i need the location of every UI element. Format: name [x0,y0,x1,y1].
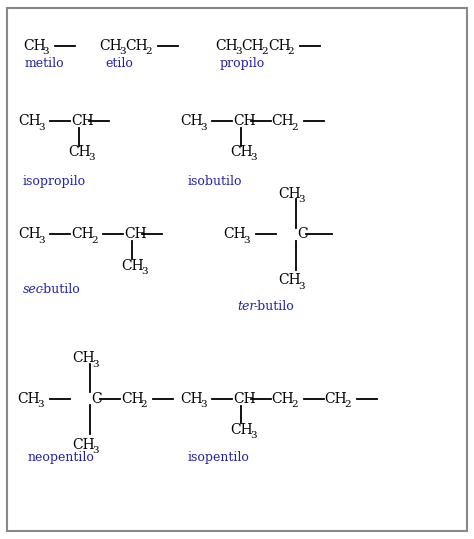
Text: 3: 3 [37,400,44,409]
Text: 2: 2 [262,47,268,56]
Text: CH: CH [230,145,253,159]
Text: CH: CH [121,392,144,406]
Text: etilo: etilo [106,57,134,70]
Text: isopentilo: isopentilo [187,451,249,464]
Text: CH: CH [71,227,94,241]
Text: CH: CH [272,392,294,406]
Text: C: C [91,392,102,406]
Text: CH: CH [18,392,40,406]
Text: CH: CH [126,39,148,53]
Text: 3: 3 [200,123,207,132]
Text: ter: ter [237,300,255,313]
Text: CH: CH [18,114,41,128]
Text: 2: 2 [288,47,294,56]
Text: sec: sec [23,284,44,296]
Text: 2: 2 [292,400,298,409]
Text: neopentilo: neopentilo [27,451,94,464]
Text: 2: 2 [292,123,298,132]
Text: 3: 3 [141,267,148,276]
Text: CH: CH [121,259,144,273]
Text: 3: 3 [38,236,45,245]
Text: 3: 3 [244,236,250,245]
Text: -butilo: -butilo [253,300,294,313]
Text: 3: 3 [92,446,99,455]
Text: isobutilo: isobutilo [187,175,242,188]
Text: 3: 3 [250,154,257,162]
Text: 2: 2 [91,236,98,245]
Text: 3: 3 [250,431,257,440]
Text: CH: CH [216,39,238,53]
Text: CH: CH [71,114,94,128]
Text: 3: 3 [92,360,99,369]
Text: 3: 3 [298,196,305,204]
Text: CH: CH [325,392,347,406]
Text: 3: 3 [236,47,242,56]
Text: -butilo: -butilo [39,284,80,296]
Text: CH: CH [180,114,203,128]
Text: CH: CH [268,39,291,53]
Text: 2: 2 [146,47,152,56]
Text: CH: CH [224,227,246,241]
Text: CH: CH [242,39,264,53]
Text: C: C [298,227,308,241]
Text: CH: CH [233,392,256,406]
Text: CH: CH [100,39,122,53]
Text: 2: 2 [141,400,147,409]
Text: 3: 3 [200,400,207,409]
Text: CH: CH [72,438,95,452]
Text: CH: CH [272,114,294,128]
Text: CH: CH [233,114,256,128]
Text: 2: 2 [345,400,351,409]
Text: 3: 3 [298,282,305,291]
Text: CH: CH [124,227,147,241]
Text: CH: CH [68,145,91,159]
Text: 3: 3 [88,154,95,162]
Text: propilo: propilo [219,57,264,70]
Text: CH: CH [72,351,95,365]
Text: CH: CH [278,187,301,201]
Text: 3: 3 [38,123,45,132]
Text: 3: 3 [43,47,49,56]
Text: CH: CH [23,39,46,53]
Text: CH: CH [180,392,203,406]
Text: isopropilo: isopropilo [23,175,86,188]
Text: CH: CH [278,273,301,287]
Text: CH: CH [18,227,41,241]
Text: CH: CH [230,423,253,437]
Text: 3: 3 [119,47,126,56]
Text: metilo: metilo [25,57,64,70]
